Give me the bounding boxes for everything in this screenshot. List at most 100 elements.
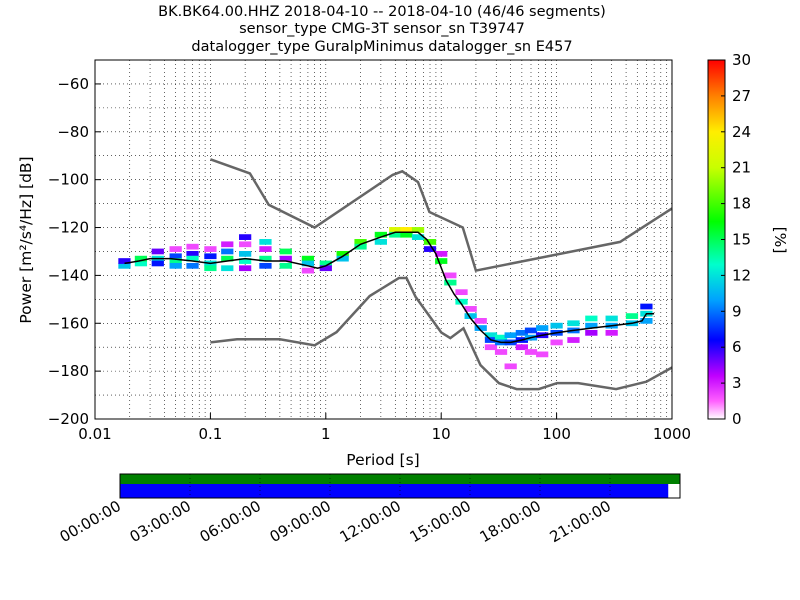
psd-cell	[221, 248, 234, 255]
x-tick-label: 0.01	[78, 425, 111, 443]
psd-cell	[585, 315, 598, 322]
colorbar-tick-label: 24	[732, 123, 751, 141]
psd-cell	[221, 241, 234, 248]
colorbar-tick-label: 21	[732, 159, 751, 177]
psd-cell	[186, 262, 199, 269]
psd-cell	[400, 227, 413, 233]
psd-cell	[389, 227, 402, 233]
psd-cell	[494, 334, 508, 341]
plot-frame	[94, 59, 673, 420]
x-tick-label: 100	[542, 425, 571, 443]
psd-cell	[524, 349, 538, 355]
psd-cell	[239, 265, 252, 272]
y-tick-label: −120	[48, 219, 89, 237]
colorbar-tick-label: 15	[732, 231, 751, 249]
psd-cell	[504, 363, 517, 370]
colorbar-tick-label: 3	[732, 374, 742, 392]
psd-cell	[494, 349, 508, 355]
x-axis-ticks: 0.01 0.1 1 10 100 1000	[78, 413, 691, 443]
psd-cell	[186, 255, 199, 262]
colorbar-tick-label: 0	[732, 410, 742, 428]
psd-cell	[435, 250, 448, 257]
y-axis-label: Power [m²/s⁴/Hz] [dB]	[17, 156, 35, 323]
colorbar-tick-label: 27	[732, 87, 751, 105]
psd-cell	[536, 325, 549, 331]
psd-cell	[625, 313, 639, 319]
psd-cell	[239, 258, 252, 264]
psd-cell	[640, 303, 653, 310]
timeline-tick-label: 00:00:00	[57, 497, 124, 546]
psd-cell	[279, 262, 292, 269]
timeline-tick-label: 18:00:00	[477, 497, 544, 546]
psd-cell	[319, 260, 332, 267]
psd-cell	[423, 246, 437, 252]
colorbar: 0 3 6 9 12 15 18 21 24 27 30 [%]	[707, 51, 789, 428]
psd-cell	[585, 329, 598, 336]
colorbar-label: [%]	[771, 227, 789, 254]
psd-cell	[515, 329, 528, 336]
timeline-tick-label: 09:00:00	[267, 497, 334, 546]
colorbar-tick-label: 6	[732, 338, 742, 356]
psd-cell	[239, 241, 252, 248]
psd-cell	[204, 253, 217, 260]
psd-cell	[134, 260, 148, 267]
title-line-2: sensor_type CMG-3T sensor_sn T39747	[239, 21, 525, 37]
psd-cell	[550, 322, 563, 329]
psd-cell	[239, 234, 252, 240]
psd-cell	[204, 246, 217, 252]
psd-cell	[118, 258, 131, 264]
psd-cell	[474, 318, 487, 324]
psd-cell	[585, 322, 598, 329]
psd-cell	[151, 260, 164, 267]
y-axis-ticks: −60 −80 −100 −120 −140 −160 −180 −200	[48, 75, 101, 428]
psd-cell	[444, 279, 457, 286]
psd-cell	[374, 239, 387, 245]
mode-line-group	[124, 231, 655, 344]
psd-cell	[259, 255, 272, 262]
psd-cell	[464, 313, 477, 319]
psd-cell	[567, 337, 580, 343]
psd-cell	[455, 298, 468, 305]
x-axis-label: Period [s]	[346, 451, 419, 469]
y-tick-label: −200	[48, 410, 89, 428]
psd-cell	[354, 239, 367, 245]
psd-cell	[536, 351, 549, 358]
psd-cell	[336, 250, 349, 257]
noise-model-lines	[209, 158, 673, 391]
psd-cell	[169, 262, 182, 269]
psd-cell	[169, 246, 182, 252]
psd-cell	[151, 248, 164, 255]
psd-cell	[484, 344, 498, 351]
psd-cell	[524, 327, 538, 334]
y-tick-label: −80	[57, 123, 89, 141]
psd-cell	[389, 231, 402, 238]
x-tick-label: 1	[321, 425, 331, 443]
psd-cell	[400, 231, 413, 238]
psd-cell	[169, 253, 182, 260]
psd-cell	[336, 255, 349, 262]
colorbar-tick-label: 12	[732, 266, 751, 284]
psd-cell	[464, 306, 477, 312]
y-tick-label: −60	[57, 75, 89, 93]
psd-plot: 0.01 0.1 1 10 100 1000 −60 −80 −100 −120 −140 −160…	[48, 59, 691, 443]
y-tick-label: −180	[48, 362, 89, 380]
y-tick-label: −140	[48, 266, 89, 284]
timeline-tick-label: 06:00:00	[197, 497, 264, 546]
psd-cell	[259, 239, 272, 245]
psd-cell	[567, 320, 580, 327]
y-tick-label: −160	[48, 314, 89, 332]
psd-cell	[118, 262, 131, 269]
psd-cell	[455, 289, 468, 296]
noise-model-line	[209, 158, 673, 273]
psd-cell	[204, 265, 217, 272]
psd-cell	[259, 246, 272, 252]
psd-cell	[259, 262, 272, 269]
psd-cell	[605, 329, 618, 336]
timeline-tick-label: 12:00:00	[337, 497, 404, 546]
psd-cell	[411, 234, 425, 240]
psd-cell	[354, 243, 367, 250]
colorbar-tick-label: 9	[732, 302, 742, 320]
psd-cell	[374, 231, 387, 238]
coverage-bar-bottom	[120, 484, 669, 498]
